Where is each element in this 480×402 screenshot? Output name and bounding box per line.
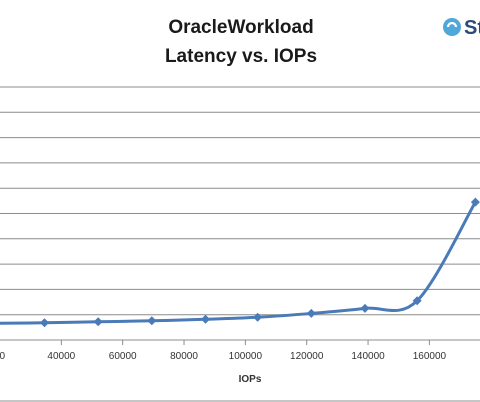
gridlines <box>0 86 480 316</box>
series-group <box>0 197 480 328</box>
chart-title-line-2: Latency vs. IOPs <box>165 46 317 67</box>
data-point-marker <box>412 296 422 306</box>
logo-circle-icon <box>443 18 461 36</box>
x-tick-label: 120000 <box>290 351 324 362</box>
x-tick-label: 160000 <box>413 351 447 362</box>
x-tick-label: 140000 <box>351 351 385 362</box>
data-point-marker <box>39 318 49 328</box>
logo-swirl-icon <box>446 21 458 28</box>
series-line <box>0 201 477 325</box>
storagereview-logo: St <box>443 17 480 39</box>
data-point-marker <box>147 316 157 326</box>
data-point-marker <box>200 314 210 324</box>
x-tick-label: 00 <box>0 351 6 362</box>
data-point-marker <box>306 308 316 318</box>
chart-title-line-1: OracleWorkload <box>168 17 313 38</box>
x-axis-label: IOPs <box>239 374 262 385</box>
x-tick-label: 80000 <box>170 351 198 362</box>
data-point-marker <box>470 197 480 207</box>
data-point-marker <box>253 312 263 322</box>
axes <box>0 339 480 402</box>
x-tick-labels: 40000 60000 80000 100000 120000 140000 160000 0… <box>0 340 447 362</box>
data-point-marker <box>93 317 103 327</box>
data-point-marker <box>360 303 370 313</box>
x-tick-label: 60000 <box>109 351 137 362</box>
logo-text: St <box>464 17 480 39</box>
x-tick-label: 100000 <box>229 351 263 362</box>
x-tick-label: 40000 <box>47 351 75 362</box>
